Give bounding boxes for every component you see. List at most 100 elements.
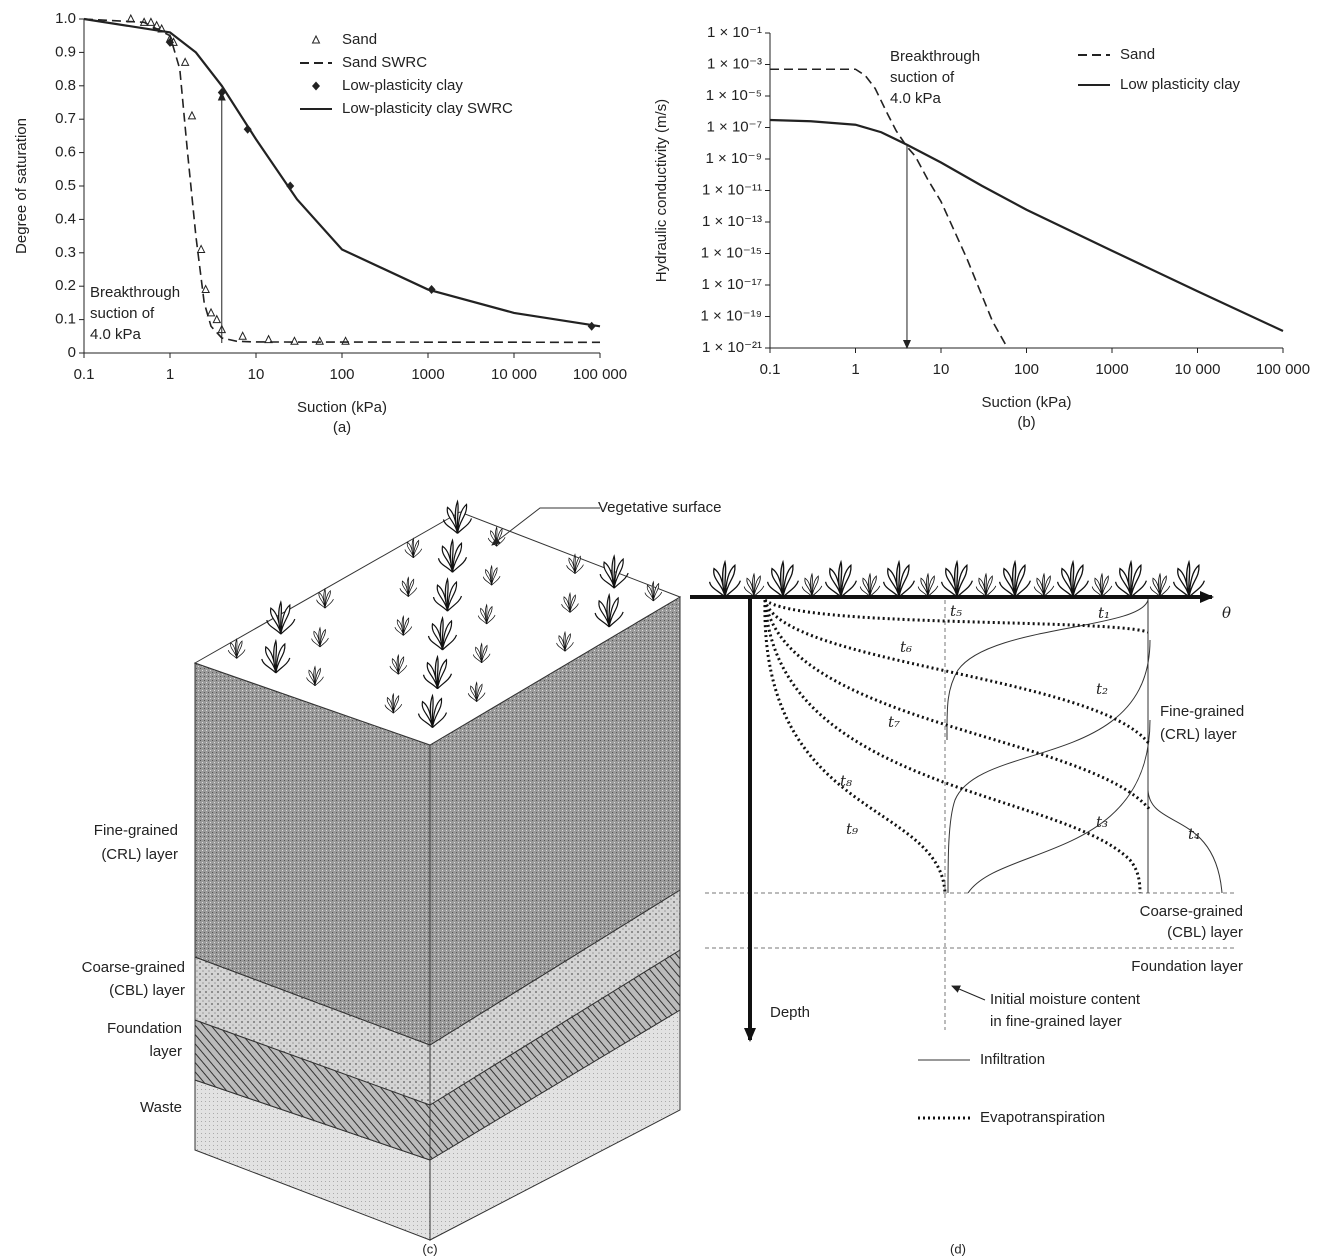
x-tick-label: 1000 [1095, 361, 1128, 378]
y-tick-label: 1 × 10⁻⁵ [706, 87, 762, 104]
label: (CRL) layer [101, 846, 178, 863]
label: layer [149, 1043, 182, 1060]
plant [1056, 561, 1090, 598]
curve-label: t₈ [840, 772, 852, 790]
annotation: Breakthrough [890, 48, 980, 65]
annotation: 4.0 kPa [90, 326, 142, 343]
curve-label: t₆ [900, 638, 912, 656]
curve-label: t₅ [950, 602, 962, 620]
series-line [83, 18, 601, 344]
plant [882, 561, 916, 598]
caption: (b) [1017, 414, 1035, 431]
plant [998, 561, 1032, 598]
legend-label: Low-plasticity clay SWRC [342, 100, 513, 117]
point [187, 110, 197, 120]
pointer [951, 985, 986, 1001]
x-axis-title: Suction (kPa) [981, 394, 1071, 411]
y-tick-label: 1.0 [55, 10, 76, 27]
point [212, 314, 222, 324]
plant [1149, 573, 1171, 597]
y-tick-label: 1 × 10⁻¹¹ [702, 181, 762, 198]
label: Coarse-grained [82, 959, 185, 976]
x-tick-label: 10 [248, 366, 265, 383]
y-tick-label: 0.4 [55, 210, 76, 227]
curve [763, 599, 1152, 746]
plant [708, 561, 742, 598]
chart: 0 0.1 0.2 0.3 0.4 0.5 0.6 0.7 0.8 0.9 1.0 0.1 1 10 100… [13, 10, 627, 436]
annotation: 4.0 kPa [890, 90, 942, 107]
axis-label: θ [1222, 604, 1231, 622]
curve [763, 599, 1152, 811]
y-tick-label: 0.7 [55, 110, 76, 127]
label: (CRL) layer [1160, 726, 1237, 743]
plant [1091, 573, 1113, 597]
plant [1033, 573, 1055, 597]
y-tick-label: 1 × 10⁻⁷ [707, 118, 762, 135]
legend-label: Sand [342, 31, 377, 48]
curve-label: t₃ [1096, 813, 1108, 831]
label: Fine-grained [94, 822, 178, 839]
point [146, 17, 156, 26]
x-tick-label: 0.1 [74, 366, 95, 383]
y-tick-label: 0.1 [55, 311, 76, 328]
point [238, 331, 247, 340]
curve [1147, 789, 1223, 894]
curve [946, 599, 1149, 741]
cover-block-diagram: Vegetative surface Fine-grained (CRL) la… [82, 499, 722, 1256]
evapotranspiration-curves [763, 598, 1152, 894]
x-tick-label: 10 [933, 361, 950, 378]
point [201, 284, 210, 294]
legend-label: Low plasticity clay [1120, 76, 1241, 93]
legend-label: Evapotranspiration [980, 1109, 1105, 1126]
label: Initial moisture content [990, 991, 1141, 1008]
label: Waste [140, 1099, 182, 1116]
y-axis-title: Degree of saturation [13, 118, 30, 254]
y-tick-label: 1 × 10⁻⁹ [706, 150, 762, 167]
point [166, 37, 174, 47]
annotation: suction of [90, 305, 155, 322]
x-tick-label: 100 [329, 366, 354, 383]
y-tick-label: 0.6 [55, 144, 76, 161]
curve [763, 599, 947, 894]
y-tick-label: 1 × 10⁻¹³ [702, 213, 762, 230]
y-tick-label: 0.9 [55, 43, 76, 60]
label: Foundation [107, 1020, 182, 1037]
y-tick-label: 0.3 [55, 244, 76, 261]
label: in fine-grained layer [990, 1013, 1122, 1030]
x-tick-label: 1000 [411, 366, 444, 383]
x-tick-label: 0.1 [760, 361, 781, 378]
point [180, 57, 190, 66]
series-line [83, 17, 601, 328]
legend-label: Infiltration [980, 1051, 1045, 1068]
point [243, 124, 252, 134]
series-line [770, 68, 1009, 349]
y-axis-title: Hydraulic conductivity (m/s) [653, 99, 670, 282]
label: Fine-grained [1160, 703, 1244, 720]
pointer [491, 507, 600, 546]
x-tick-label: 100 000 [1256, 361, 1310, 378]
plant [859, 573, 881, 597]
charts: 00.10.20.30.40.50.60.70.80.91.00.1 1 10 100… [13, 10, 1310, 436]
plant [940, 561, 974, 598]
curve-label: t₇ [888, 713, 900, 731]
x-tick-label: 10 000 [491, 366, 537, 383]
plant [743, 573, 765, 597]
point [341, 336, 350, 345]
y-tick-label: 1 × 10⁻³ [707, 55, 762, 72]
plant [801, 573, 823, 597]
y-tick-label: 1 × 10⁻¹⁷ [702, 276, 762, 293]
legend-symbol [311, 34, 321, 44]
y-tick-label: 0.5 [55, 177, 76, 194]
x-tick-label: 10 000 [1175, 361, 1221, 378]
y-tick-label: 0 [68, 344, 76, 361]
curve-label: t₂ [1096, 680, 1108, 698]
x-tick-label: 1 [166, 366, 174, 383]
curve [967, 719, 1151, 894]
label: Coarse-grained [1140, 903, 1243, 920]
axis-label: Depth [770, 1004, 810, 1021]
label: Foundation layer [1131, 958, 1243, 975]
caption: (a) [333, 419, 351, 436]
plant [1114, 561, 1148, 598]
